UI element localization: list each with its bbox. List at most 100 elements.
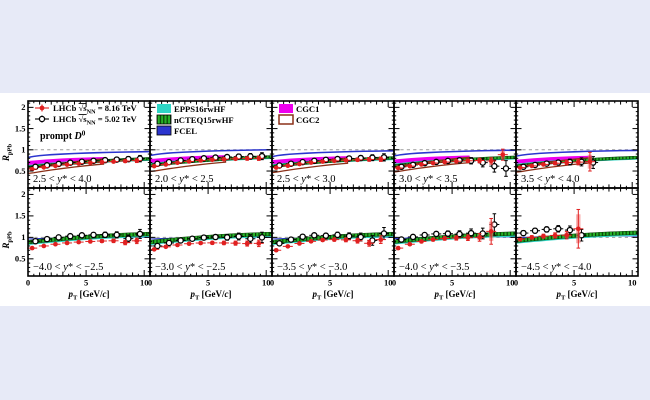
legend-swatch-ncteq (156, 114, 172, 125)
axis-ticks (150, 188, 272, 276)
data-point-816 (332, 158, 337, 164)
data-point-502 (502, 165, 510, 172)
y-tick-label: 1.5 (15, 211, 26, 221)
data-point-816 (273, 247, 279, 253)
data-point-502 (125, 235, 132, 242)
data-point-502 (32, 237, 39, 245)
data-point-816 (64, 240, 70, 246)
data-point-816 (320, 159, 325, 164)
data-point-816 (564, 232, 569, 238)
data-point-816 (221, 156, 227, 162)
x-tick-label: 5 (84, 278, 88, 288)
data-point-816 (477, 158, 482, 163)
data-point-816 (343, 157, 349, 163)
data-point-816 (552, 233, 558, 238)
x-tick-label: 0 (26, 278, 30, 288)
data-point-816 (587, 159, 593, 164)
x-tick-label: 5 (572, 278, 576, 288)
data-point-816 (244, 241, 250, 246)
data-point-816 (111, 159, 116, 164)
panel-bottom-5: −4.5 < y* < −4.0 (515, 187, 639, 277)
data-point-816 (186, 159, 192, 164)
x-tick-label: 5 (206, 278, 210, 288)
legend-swatch-fcel (156, 125, 172, 136)
data-point-502 (154, 242, 161, 250)
x-tick-label: 0 (148, 278, 152, 288)
panel-frame (515, 187, 639, 277)
panel-bottom-3: −3.5 < y* < −3.0 (271, 187, 395, 277)
y-tick-label: 0.5 (15, 166, 26, 176)
data-point-816 (517, 236, 523, 242)
data-point-816 (175, 242, 180, 248)
panel-range-label: −3.5 < y* < −3.0 (277, 262, 347, 273)
series-lhcb-502-tev (396, 213, 500, 243)
x-axis-title: pT [GeV/c] (189, 289, 231, 302)
band-fcel (516, 149, 638, 157)
data-point-816 (320, 237, 325, 243)
y-tick-label: 1.5 (15, 123, 26, 133)
y-tick-label: 2 (21, 102, 25, 112)
data-point-816 (454, 158, 459, 164)
data-point-816 (198, 240, 203, 246)
x-tick-label: 0 (514, 278, 518, 288)
series-lhcb-502-tev (518, 225, 587, 242)
data-point-502 (543, 226, 550, 233)
band-fcel (150, 148, 272, 157)
data-point-502 (78, 232, 86, 239)
data-point-816 (134, 158, 140, 163)
panel-bottom-4: −4.0 < y* < −3.5 (393, 187, 517, 277)
data-point-502 (90, 231, 97, 239)
data-point-816 (395, 165, 401, 171)
data-point-816 (576, 159, 581, 165)
panel-range-label: −4.5 < y* < −4.0 (521, 262, 591, 273)
data-point-502 (235, 233, 242, 240)
data-point-816 (488, 229, 494, 234)
data-point-502 (136, 230, 144, 238)
data-point-816 (500, 152, 506, 157)
data-point-502 (520, 229, 527, 237)
series-lhcb-816-tev (393, 148, 508, 171)
data-point-816 (308, 239, 314, 244)
legend-label-lhcb-816: LHCb √sNN = 8.16 TeV (53, 103, 138, 116)
data-point-816 (407, 241, 413, 247)
data-point-816 (442, 159, 447, 165)
data-point-816 (488, 158, 494, 164)
panel-range-label: 2.0 < y* < 2.5 (155, 174, 214, 185)
data-point-816 (256, 241, 262, 246)
data-point-816 (76, 239, 81, 245)
data-point-816 (355, 157, 360, 163)
panel-top-4: 3.0 < y* < 3.5 (393, 100, 517, 189)
data-point-502 (223, 234, 231, 241)
data-point-816 (256, 155, 262, 161)
series-lhcb-816-tev (27, 158, 142, 172)
legend-marker-black (38, 115, 46, 123)
panel-top-2: 2.0 < y* < 2.5 (149, 100, 273, 189)
axis-ticks (28, 101, 150, 188)
data-point-816 (111, 238, 116, 244)
figure-image (0, 93, 650, 306)
data-point-502 (357, 233, 364, 241)
panel-bottom-2: −3.0 < y* < −2.5 (149, 187, 273, 277)
data-point-502 (311, 232, 318, 239)
y-tick-label: 2 (21, 189, 25, 199)
data-point-816 (53, 163, 58, 169)
data-point-502 (322, 232, 330, 239)
y-tick-label: 1 (21, 232, 25, 242)
data-point-502 (345, 232, 353, 240)
data-point-502 (287, 236, 295, 243)
data-point-816 (465, 158, 471, 164)
data-point-502 (334, 231, 341, 239)
series-lhcb-816-tev (393, 217, 497, 251)
x-tick-label: 10 (628, 278, 637, 288)
data-point-502 (380, 230, 388, 237)
x-axis-title: pT [GeV/c] (555, 289, 597, 302)
data-point-502 (247, 235, 254, 242)
data-point-502 (566, 226, 574, 234)
x-tick-label: 5 (328, 278, 332, 288)
legend-label-lhcb-502: LHCb √sNN = 5.02 TeV (53, 114, 138, 127)
data-point-502 (409, 233, 417, 241)
data-point-502 (531, 227, 539, 234)
